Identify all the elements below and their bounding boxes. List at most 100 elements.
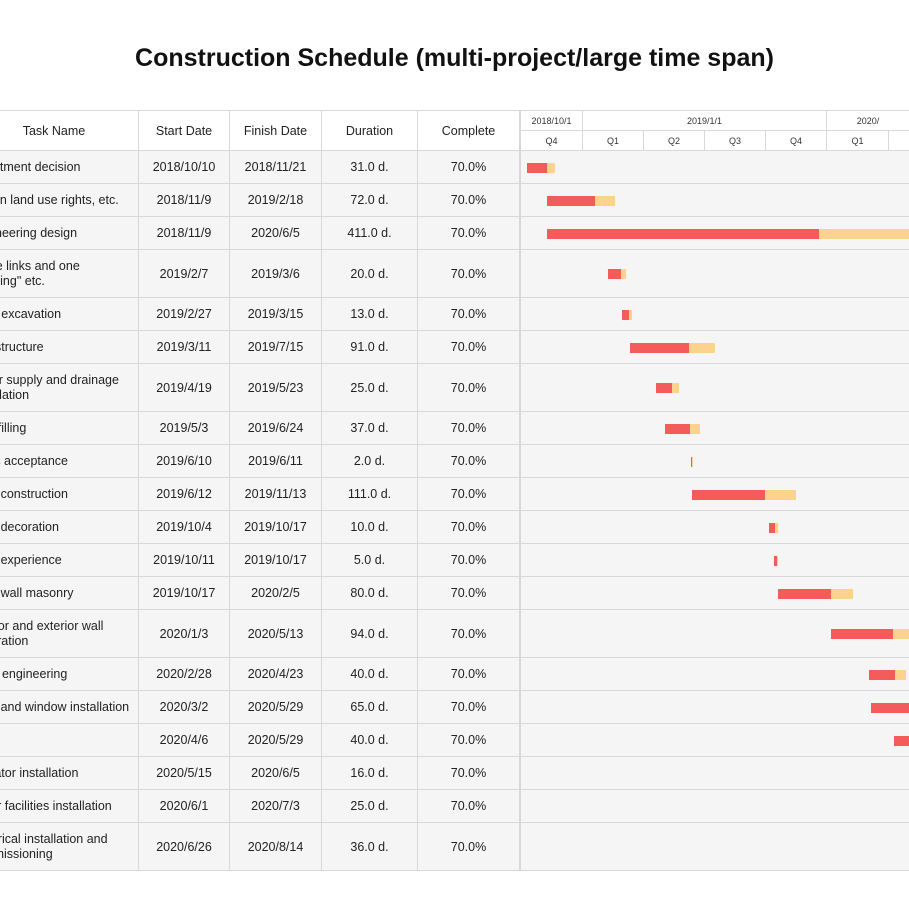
duration-cell: 72.0 d.	[322, 184, 418, 216]
table-row[interactable]: Main construction2019/6/122019/11/13111.…	[0, 478, 520, 511]
complete-cell: 70.0%	[418, 184, 520, 216]
gantt-bar-completed	[547, 196, 595, 206]
gantt-bar[interactable]	[769, 523, 778, 533]
task-name-cell: Basic acceptance	[0, 445, 139, 477]
start-date-cell: 2019/6/10	[139, 445, 230, 477]
duration-cell: 25.0 d.	[322, 790, 418, 822]
start-date-cell: 2019/10/17	[139, 577, 230, 609]
gantt-bar-remaining	[547, 163, 555, 173]
duration-cell: 65.0 d.	[322, 691, 418, 723]
gantt-bar[interactable]	[774, 556, 778, 566]
gantt-bar[interactable]	[871, 703, 909, 713]
gantt-bar-remaining	[672, 383, 679, 393]
grid-header-row: Task Name Start Date Finish Date Duratio…	[0, 110, 520, 151]
timeline-row-divider	[521, 756, 909, 757]
timeline-row-divider	[521, 216, 909, 217]
finish-date-cell: 2019/5/23	[230, 364, 322, 411]
gantt-bar-completed	[630, 343, 689, 353]
start-date-cell: 2020/1/3	[139, 610, 230, 657]
gantt-bar[interactable]	[547, 196, 615, 206]
gantt-bar[interactable]	[622, 310, 632, 320]
complete-cell: 70.0%	[418, 823, 520, 870]
duration-cell: 10.0 d.	[322, 511, 418, 543]
start-date-cell: 2018/10/10	[139, 151, 230, 183]
gantt-bar-remaining	[595, 196, 615, 206]
column-header-duration[interactable]: Duration	[322, 111, 418, 150]
gantt-bar[interactable]	[630, 343, 715, 353]
table-row[interactable]: Door and window installation2020/3/22020…	[0, 691, 520, 724]
table-row[interactable]: Engineering design2018/11/92020/6/5411.0…	[0, 217, 520, 250]
task-name-cell: Electrical installation and commissionin…	[0, 823, 139, 870]
complete-cell: 70.0%	[418, 364, 520, 411]
table-row[interactable]: Floor engineering2020/2/282020/4/2340.0 …	[0, 658, 520, 691]
table-row[interactable]: Investment decision2018/10/102018/11/213…	[0, 151, 520, 184]
gantt-bar-completed	[527, 163, 547, 173]
complete-cell: 70.0%	[418, 757, 520, 789]
task-name-cell: Land excavation	[0, 298, 139, 330]
duration-cell: 2.0 d.	[322, 445, 418, 477]
gantt-bar[interactable]	[608, 269, 626, 279]
gantt-bar[interactable]	[527, 163, 555, 173]
gantt-bar[interactable]	[869, 670, 906, 680]
timeline-year-label: 2019/1/1	[583, 111, 827, 131]
gantt-bar[interactable]	[894, 736, 909, 746]
start-date-cell: 2019/5/3	[139, 412, 230, 444]
complete-cell: 70.0%	[418, 610, 520, 657]
start-date-cell: 2019/4/19	[139, 364, 230, 411]
finish-date-cell: 2020/7/3	[230, 790, 322, 822]
complete-cell: 70.0%	[418, 577, 520, 609]
duration-cell: 91.0 d.	[322, 331, 418, 363]
complete-cell: 70.0%	[418, 298, 520, 330]
finish-date-cell: 2019/3/6	[230, 250, 322, 297]
gantt-bar[interactable]	[692, 490, 796, 500]
gantt-bar[interactable]	[691, 457, 693, 467]
table-row[interactable]: Water supply and drainage installation20…	[0, 364, 520, 412]
table-row[interactable]: Elevator installation2020/5/152020/6/516…	[0, 757, 520, 790]
column-header-complete[interactable]: Complete	[418, 111, 520, 150]
timeline-quarter-label: Q1	[583, 131, 644, 151]
gantt-bar[interactable]	[656, 383, 679, 393]
complete-cell: 70.0%	[418, 790, 520, 822]
table-row[interactable]: Obtain land use rights, etc.2018/11/9201…	[0, 184, 520, 217]
gantt-bar-completed	[656, 383, 672, 393]
timeline-row-divider	[521, 477, 909, 478]
finish-date-cell: 2020/2/5	[230, 577, 322, 609]
gantt-bar[interactable]	[831, 629, 909, 639]
gantt-bar[interactable]	[547, 229, 909, 239]
gantt-bar-completed	[691, 457, 692, 467]
gantt-bar[interactable]	[778, 589, 853, 599]
table-row[interactable]: Interior and exterior wall decoration202…	[0, 610, 520, 658]
task-name-cell: Main construction	[0, 478, 139, 510]
timeline-quarter-label: Q4	[766, 131, 827, 151]
gantt-bar-remaining	[831, 589, 853, 599]
finish-date-cell: 2019/6/24	[230, 412, 322, 444]
timeline-row-divider	[521, 609, 909, 610]
gantt-bar-remaining	[621, 269, 626, 279]
column-header-task-name[interactable]: Task Name	[0, 111, 139, 150]
complete-cell: 70.0%	[418, 151, 520, 183]
gantt-bar-remaining	[893, 629, 909, 639]
start-date-cell: 2020/6/1	[139, 790, 230, 822]
timeline-quarter-label: Q3	[705, 131, 766, 151]
duration-cell: 111.0 d.	[322, 478, 418, 510]
table-row[interactable]: Main wall masonry2019/10/172020/2/580.0 …	[0, 577, 520, 610]
gantt-bar[interactable]	[665, 424, 700, 434]
task-name-cell: Three links and one "leveling" etc.	[0, 250, 139, 297]
start-date-cell: 2019/3/11	[139, 331, 230, 363]
column-header-start-date[interactable]: Start Date	[139, 111, 230, 150]
table-row[interactable]: Other facilities installation2020/6/1202…	[0, 790, 520, 823]
duration-cell: 36.0 d.	[322, 823, 418, 870]
table-row[interactable]: Three links and one "leveling" etc. 2019/…	[0, 250, 520, 298]
column-header-finish-date[interactable]: Finish Date	[230, 111, 322, 150]
timeline-row-divider	[521, 510, 909, 511]
table-row[interactable]: Electrical installation and commissionin…	[0, 823, 520, 871]
gantt-sheet: Task Name Start Date Finish Date Duratio…	[0, 110, 909, 871]
task-name-cell: Door and window installation	[0, 691, 139, 723]
